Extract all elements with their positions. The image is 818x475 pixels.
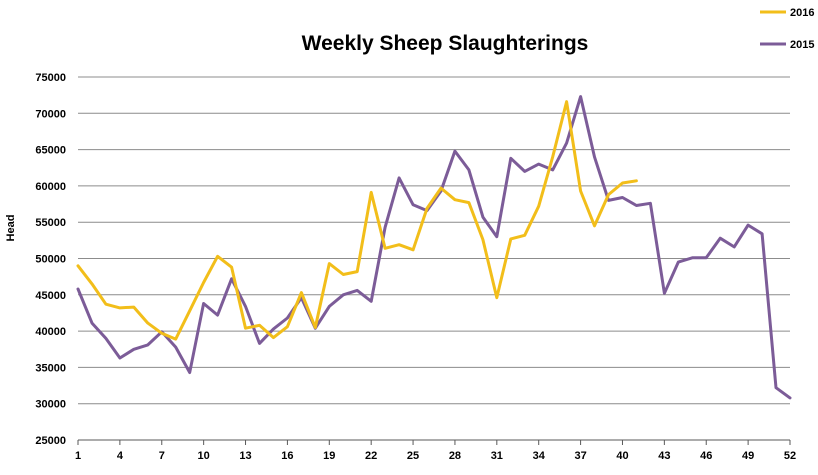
- x-tick-label: 31: [491, 450, 503, 462]
- y-tick-label: 60000: [35, 181, 66, 193]
- x-tick-label: 37: [574, 450, 586, 462]
- y-tick-label: 30000: [35, 399, 66, 411]
- legend-item-2015: 2015: [760, 39, 814, 51]
- legend-label-2016: 2016: [790, 7, 814, 19]
- x-tick-label: 1: [75, 450, 81, 462]
- y-tick-label: 45000: [35, 290, 66, 302]
- y-tick-label: 55000: [35, 217, 66, 229]
- x-tick-label: 49: [742, 450, 754, 462]
- y-tick-label: 35000: [35, 362, 66, 374]
- x-tick-label: 7: [159, 450, 165, 462]
- x-axis-ticks: 1 4 7 10 13 16 19 22 25 28 31 34 37 40 43 46 49 52: [75, 440, 796, 462]
- series-line-2016: [76, 100, 638, 341]
- x-tick-label: 10: [198, 450, 210, 462]
- y-tick-label: 70000: [35, 108, 66, 120]
- x-tick-label: 43: [658, 450, 670, 462]
- y-tick-label: 50000: [35, 254, 66, 266]
- y-axis-ticks: 25000 30000 35000 40000 45000 50000 55000 60000…: [35, 72, 66, 447]
- y-tick-label: 25000: [35, 435, 66, 447]
- series-lines: [76, 95, 792, 400]
- x-tick-label: 46: [700, 450, 712, 462]
- legend-item-2016: 2016: [760, 7, 814, 19]
- y-tick-label: 75000: [35, 72, 66, 84]
- x-tick-label: 22: [365, 450, 377, 462]
- x-tick-label: 25: [407, 450, 419, 462]
- x-tick-label: 19: [323, 450, 335, 462]
- x-tick-label: 40: [616, 450, 628, 462]
- x-tick-label: 28: [449, 450, 461, 462]
- y-axis-title: Head: [5, 215, 17, 242]
- legend: 2016 2015: [760, 7, 814, 51]
- legend-label-2015: 2015: [790, 39, 814, 51]
- x-tick-label: 13: [239, 450, 251, 462]
- x-tick-label: 16: [281, 450, 293, 462]
- y-tick-label: 40000: [35, 326, 66, 338]
- x-tick-label: 34: [533, 450, 546, 462]
- y-tick-label: 65000: [35, 145, 66, 157]
- x-tick-label: 4: [117, 450, 124, 462]
- x-tick-label: 52: [784, 450, 796, 462]
- chart-title: Weekly Sheep Slaughterings: [302, 32, 589, 55]
